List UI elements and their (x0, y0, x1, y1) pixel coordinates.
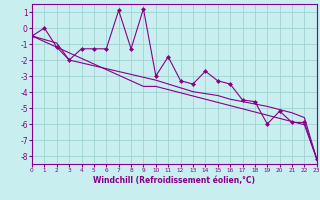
X-axis label: Windchill (Refroidissement éolien,°C): Windchill (Refroidissement éolien,°C) (93, 176, 255, 185)
